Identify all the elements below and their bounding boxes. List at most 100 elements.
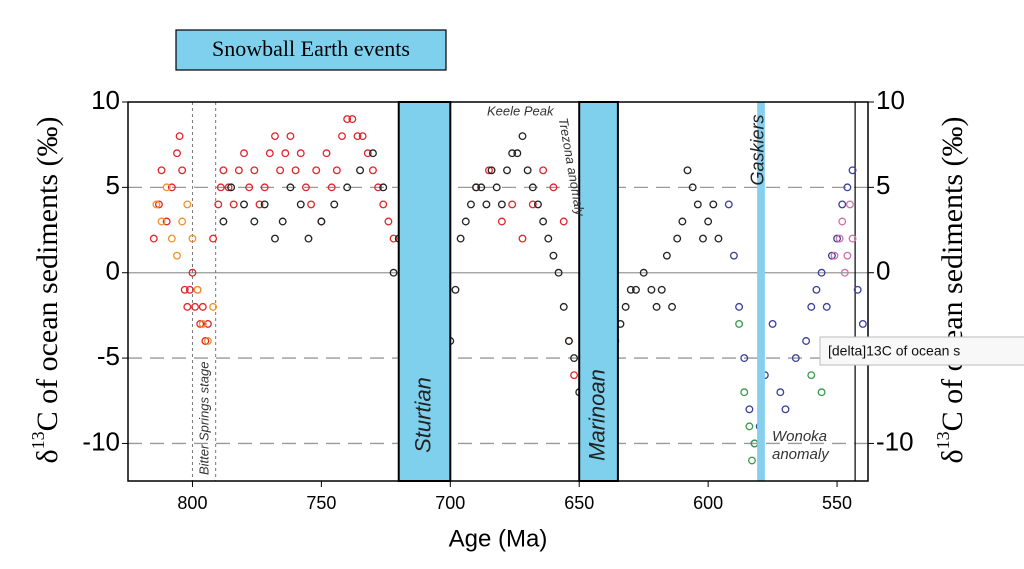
data-point [631, 285, 640, 294]
data-point [853, 285, 862, 294]
data-point [332, 166, 341, 175]
data-point [539, 166, 548, 175]
data-point [838, 217, 847, 226]
y-axis-title: δ13C of ocean sediments (‰) [28, 116, 64, 463]
data-point [838, 200, 847, 209]
data-point [167, 234, 176, 243]
data-point [185, 285, 194, 294]
data-point [768, 319, 777, 328]
data-point [791, 354, 800, 363]
data-point [356, 166, 365, 175]
data-point [389, 234, 398, 243]
y2-axis-title-part: C of ocean sediments (‰) [936, 116, 969, 431]
data-point [214, 200, 223, 209]
data-point [554, 268, 563, 277]
data-point [647, 285, 656, 294]
data-point [729, 251, 738, 260]
x-tick-label: 750 [306, 493, 336, 513]
data-point [503, 166, 511, 175]
data-point [843, 183, 852, 192]
data-point [157, 166, 166, 175]
data-point [240, 149, 248, 158]
data-point [343, 115, 352, 124]
data-point [843, 251, 852, 260]
data-point [363, 149, 372, 158]
data-point [487, 166, 496, 175]
data-point [848, 234, 857, 243]
data-point [539, 217, 548, 226]
y2-tick-label: 10 [876, 85, 905, 115]
data-point [528, 200, 537, 209]
x-tick-label: 550 [822, 493, 852, 513]
data-point [327, 183, 336, 192]
data-point [485, 166, 493, 175]
data-point [201, 337, 210, 345]
y2-tick-label: 5 [876, 170, 890, 200]
data-point [570, 354, 579, 363]
data-point [807, 302, 816, 311]
data-point [216, 183, 225, 192]
y-tick-label: 0 [106, 256, 120, 286]
data-point [149, 234, 158, 243]
data-point [281, 149, 290, 158]
data-point [673, 234, 682, 243]
data-point [209, 234, 218, 243]
data-point [330, 200, 339, 209]
data-point [260, 200, 269, 209]
data-point [570, 371, 579, 380]
data-point [260, 183, 269, 192]
data-point [188, 234, 197, 243]
data-point [173, 149, 181, 158]
title-box [175, 29, 447, 71]
band-label: Sturtian [410, 377, 435, 453]
data-point [534, 200, 542, 209]
data-point [358, 132, 367, 141]
data-point [379, 200, 388, 209]
data-point [343, 183, 352, 192]
glaciation-band [757, 102, 765, 481]
tooltip-text: [delta]13C of ocean s [828, 343, 960, 359]
data-point [776, 388, 785, 397]
data-point [198, 302, 207, 311]
data-point [307, 200, 316, 209]
data-point [304, 234, 313, 243]
data-point [652, 302, 661, 311]
data-point [461, 217, 470, 226]
data-point [740, 388, 749, 397]
data-point [384, 217, 393, 226]
data-point [245, 183, 254, 192]
data-point [662, 251, 671, 260]
glaciation-band [397, 101, 452, 482]
x-tick-label: 700 [435, 493, 465, 513]
data-point [518, 234, 527, 243]
data-point [301, 183, 310, 192]
data-point [549, 183, 558, 192]
data-point [250, 217, 259, 226]
data-point [167, 183, 176, 192]
data-point [240, 200, 248, 209]
y2-tick-label: -10 [876, 426, 914, 456]
data-point [508, 149, 517, 158]
data-point [639, 268, 648, 277]
x-tick-label: 650 [564, 493, 594, 513]
data-point [830, 251, 839, 260]
data-point [296, 149, 305, 158]
y2-axis-title-part: 13 [933, 431, 953, 449]
data-point [154, 200, 163, 209]
data-point [203, 319, 212, 328]
data-point [234, 166, 243, 175]
data-point [683, 166, 692, 175]
data-point [180, 285, 189, 294]
data-point [374, 183, 383, 192]
data-point [276, 166, 285, 175]
y2-axis-title: δ13C of ocean sediments (‰) [933, 116, 969, 463]
data-point [668, 302, 676, 311]
data-point [817, 388, 826, 397]
data-point [822, 302, 831, 311]
data-point [626, 285, 635, 294]
data-point [621, 302, 630, 311]
data-point [451, 285, 460, 294]
data-point [198, 319, 207, 328]
data-point [286, 132, 295, 141]
data-point [322, 149, 331, 158]
